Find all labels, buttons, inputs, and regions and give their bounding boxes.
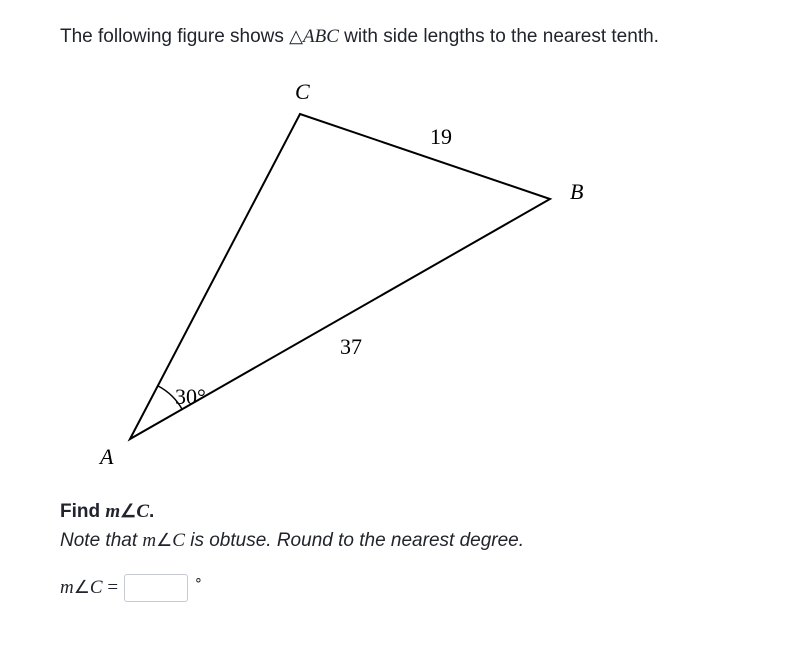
triangle-symbol: △ [289,26,303,46]
triangle-name: ABC [303,26,339,47]
ans-angle-letter: C [90,577,103,598]
note-text: Note that m∠C is obtuse. Round to the ne… [60,530,740,552]
svg-text:C: C [295,79,310,104]
triangle-svg: A B C 19 37 30° [80,69,600,469]
note-m: m [142,530,156,551]
intro-suffix: with side lengths to the nearest tenth. [339,26,659,47]
find-suffix: . [149,501,154,522]
measure-m: m [105,501,120,522]
ans-eq: = [103,577,118,598]
svg-text:A: A [98,444,114,469]
svg-text:B: B [570,179,583,204]
note-suffix: is obtuse. Round to the nearest degree. [185,530,524,551]
angle-symbol: ∠ [120,501,136,521]
ans-angle-symbol: ∠ [74,577,90,597]
answer-lhs: m∠C = [60,577,118,599]
svg-text:19: 19 [430,124,452,149]
svg-text:37: 37 [340,334,362,359]
note-angle-letter: C [172,530,185,551]
triangle-figure: A B C 19 37 30° [80,69,740,474]
answer-row: m∠C = ∘ [60,574,740,602]
find-prefix: Find [60,501,105,522]
note-prefix: Note that [60,530,142,551]
note-angle-symbol: ∠ [156,530,172,550]
answer-input[interactable] [124,574,188,602]
ans-m: m [60,577,74,598]
angle-letter: C [136,501,149,522]
problem-statement: The following figure shows △ABC with sid… [60,24,740,51]
degree-symbol: ∘ [194,572,203,589]
find-prompt: Find m∠C. [60,498,740,527]
intro-prefix: The following figure shows [60,26,289,47]
svg-text:30°: 30° [175,384,206,409]
